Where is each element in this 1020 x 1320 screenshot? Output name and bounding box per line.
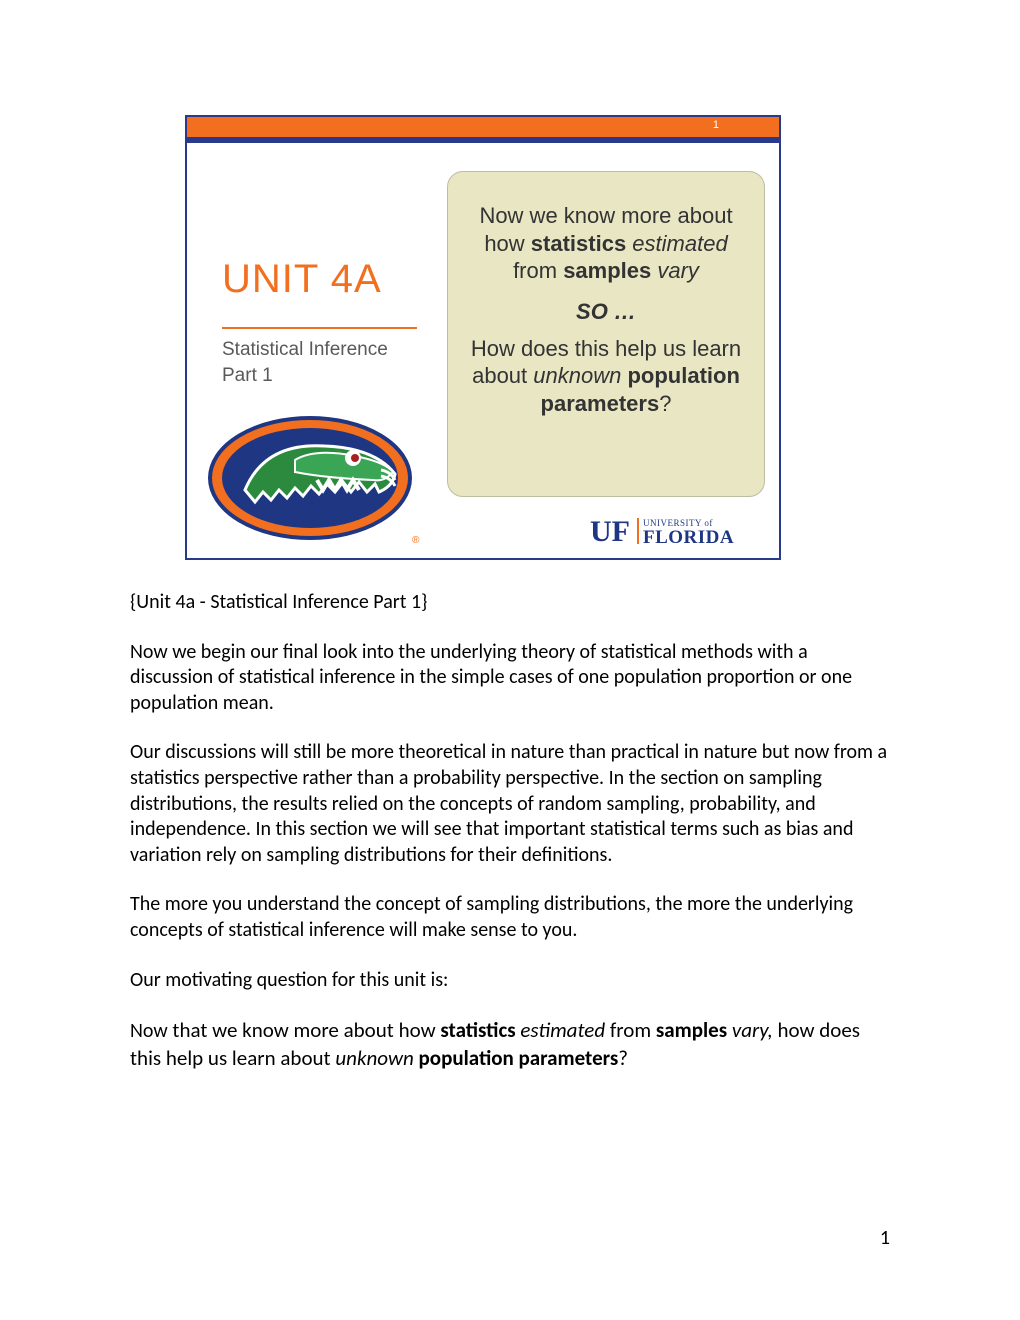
slide-number: 1: [713, 119, 719, 131]
transcript-title: {Unit 4a - Statistical Inference Part 1}: [130, 590, 888, 616]
transcript-p1: Now we begin our final look into the und…: [130, 640, 888, 717]
slide-header-bar-orange: [187, 117, 779, 137]
transcript-body: {Unit 4a - Statistical Inference Part 1}…: [130, 590, 888, 1096]
transcript-p3: The more you understand the concept of s…: [130, 892, 888, 943]
svg-text:UF: UF: [590, 515, 630, 548]
slide-header-bar-blue: [187, 137, 779, 143]
callout-box: Now we know more about how statistics es…: [447, 171, 765, 497]
callout-line1: Now we know more about how statistics es…: [466, 202, 746, 285]
transcript-p4: Our motivating question for this unit is…: [130, 968, 888, 994]
unit-title-rule: [222, 327, 417, 329]
slide-thumbnail: 1 UNIT 4A Statistical Inference Part 1 N…: [185, 115, 781, 560]
page-number: 1: [880, 1226, 890, 1250]
transcript-p2: Our discussions will still be more theor…: [130, 740, 888, 868]
transcript-motivating-question: Now that we know more about how statisti…: [130, 1017, 888, 1071]
svg-text:FLORIDA: FLORIDA: [643, 527, 734, 548]
uf-logo-icon: UF UNIVERSITY of FLORIDA: [590, 514, 765, 548]
callout-so: SO …: [466, 299, 746, 325]
unit-subtitle: Statistical Inference Part 1: [222, 337, 422, 388]
page: 1 UNIT 4A Statistical Inference Part 1 N…: [0, 0, 1020, 1320]
unit-title: UNIT 4A: [222, 257, 382, 302]
registered-mark: ®: [412, 535, 419, 546]
callout-line2: How does this help us learn about unknow…: [466, 335, 746, 418]
gator-logo-icon: [205, 412, 415, 544]
